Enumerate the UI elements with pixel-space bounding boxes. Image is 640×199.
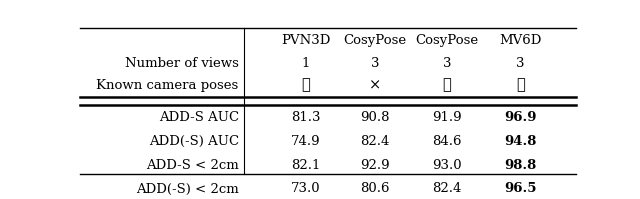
Text: CosyPose: CosyPose [344, 34, 406, 47]
Text: 96.5: 96.5 [504, 182, 537, 195]
Text: CosyPose: CosyPose [415, 34, 479, 47]
Text: 82.1: 82.1 [291, 159, 321, 172]
Text: 73.0: 73.0 [291, 182, 321, 195]
Text: 3: 3 [516, 57, 525, 70]
Text: 94.8: 94.8 [504, 135, 536, 148]
Text: 3: 3 [443, 57, 451, 70]
Text: ADD-S < 2cm: ADD-S < 2cm [146, 159, 239, 172]
Text: 74.9: 74.9 [291, 135, 321, 148]
Text: 96.9: 96.9 [504, 111, 537, 124]
Text: 81.3: 81.3 [291, 111, 321, 124]
Text: 98.8: 98.8 [504, 159, 536, 172]
Text: ✓: ✓ [301, 79, 310, 93]
Text: Number of views: Number of views [125, 57, 239, 70]
Text: ADD(-S) AUC: ADD(-S) AUC [148, 135, 239, 148]
Text: 91.9: 91.9 [432, 111, 462, 124]
Text: ✓: ✓ [443, 79, 451, 93]
Text: 92.9: 92.9 [360, 159, 390, 172]
Text: PVN3D: PVN3D [281, 34, 330, 47]
Text: 82.4: 82.4 [360, 135, 390, 148]
Text: 1: 1 [301, 57, 310, 70]
Text: ADD(-S) < 2cm: ADD(-S) < 2cm [136, 182, 239, 195]
Text: 84.6: 84.6 [432, 135, 462, 148]
Text: 3: 3 [371, 57, 380, 70]
Text: Known camera poses: Known camera poses [97, 79, 239, 92]
Text: 82.4: 82.4 [433, 182, 461, 195]
Text: ×: × [369, 79, 381, 93]
Text: 93.0: 93.0 [432, 159, 462, 172]
Text: ADD-S AUC: ADD-S AUC [159, 111, 239, 124]
Text: 80.6: 80.6 [360, 182, 390, 195]
Text: MV6D: MV6D [499, 34, 541, 47]
Text: ✓: ✓ [516, 79, 525, 93]
Text: 90.8: 90.8 [360, 111, 390, 124]
